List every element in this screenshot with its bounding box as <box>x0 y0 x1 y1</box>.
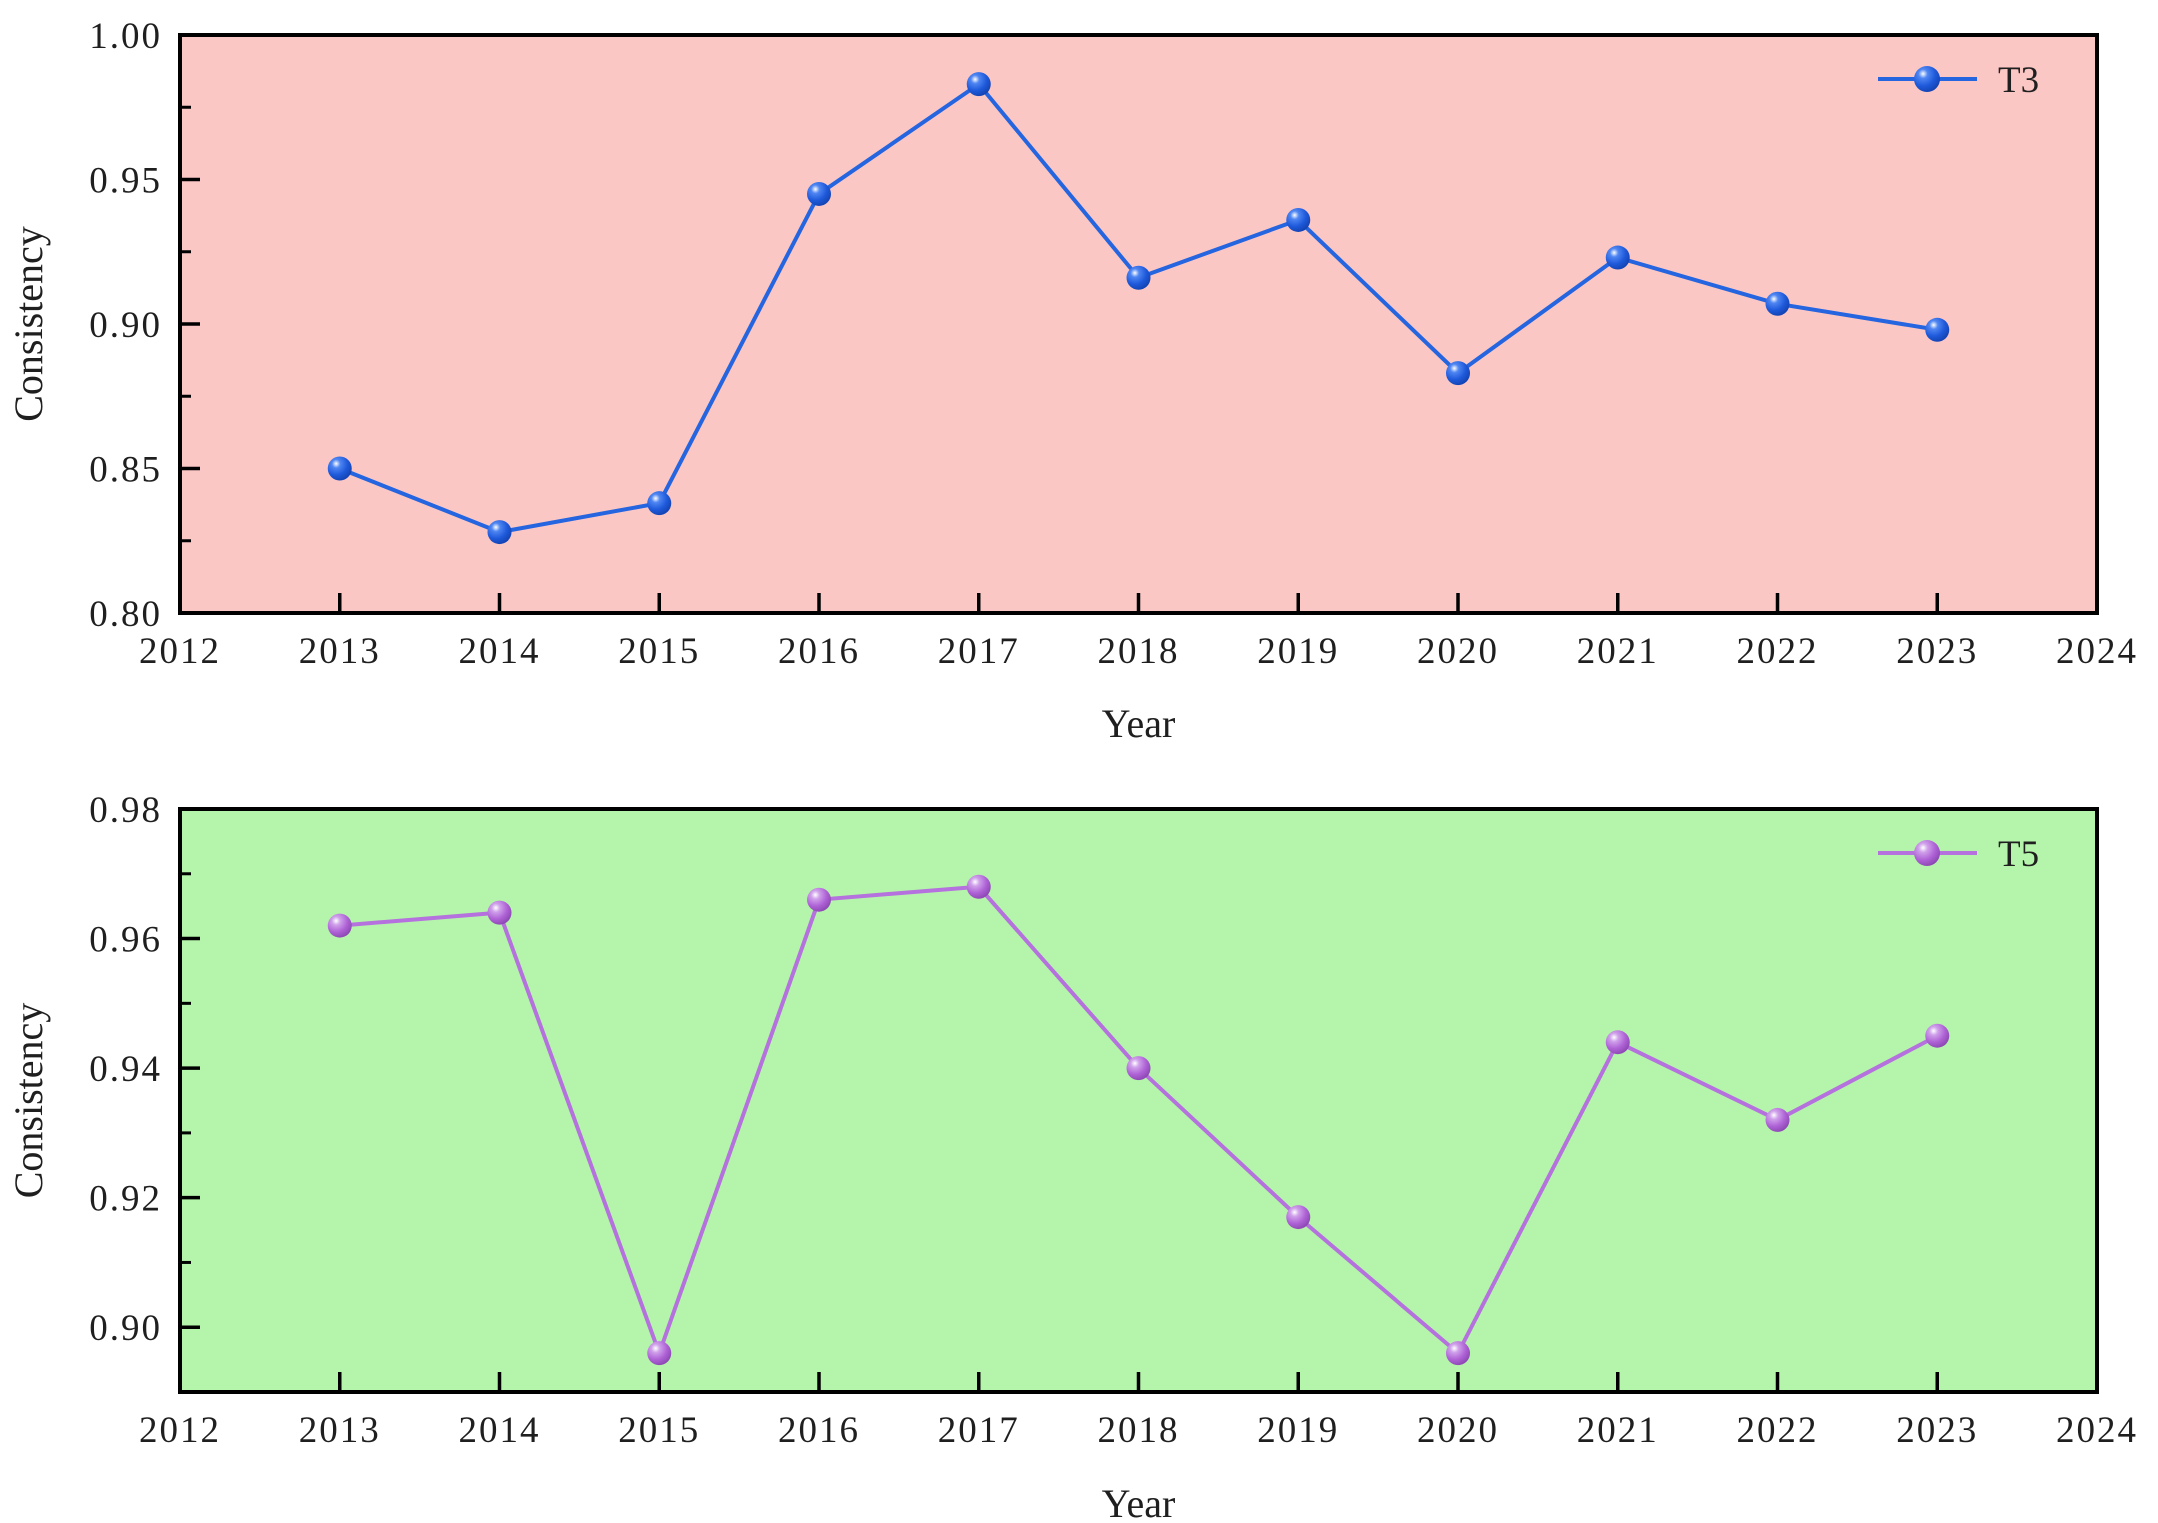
t3-y-tick-label: 1.00 <box>89 16 162 57</box>
t5-marker-2023 <box>1925 1023 1950 1048</box>
t5-x-tick-label: 2024 <box>2056 1410 2138 1451</box>
t5-marker-2018 <box>1126 1056 1151 1081</box>
t5-x-tick-label: 2022 <box>1737 1410 1819 1451</box>
t3-plot-border <box>178 33 2099 615</box>
t3-x-tick-label: 2012 <box>139 631 221 672</box>
t5-y-tick-label: 0.92 <box>89 1179 162 1220</box>
t5-marker-2020 <box>1446 1341 1470 1366</box>
t3-marker-2021 <box>1605 245 1630 270</box>
t5-y-tick-label: 0.96 <box>89 920 162 961</box>
t5-marker-2017 <box>966 874 991 899</box>
t3-legend: T3 <box>1878 60 2039 101</box>
t3-x-tick-label: 2017 <box>938 631 1020 672</box>
t5-x-tick-label: 2013 <box>299 1410 381 1451</box>
t3-marker-2016 <box>807 181 831 206</box>
t3-x-tick-label: 2019 <box>1257 631 1339 672</box>
t3-legend-marker <box>1914 66 1940 92</box>
t5-y-tick-label: 0.90 <box>89 1308 162 1349</box>
t3-x-tick-label: 2014 <box>459 631 541 672</box>
t5-x-tick-label: 2021 <box>1577 1410 1659 1451</box>
t3-legend-label: T3 <box>1998 60 2039 101</box>
t3-plot-area <box>180 35 2097 613</box>
t5-xaxis-title: Year <box>1102 1481 1176 1523</box>
t5-marker-2014 <box>487 900 512 925</box>
t5-marker-2015 <box>647 1341 672 1366</box>
t5-legend-marker <box>1914 840 1940 866</box>
t5-marker-2019 <box>1286 1205 1311 1230</box>
t3-x-tick-label: 2013 <box>299 631 381 672</box>
t3-x-tick-label: 2018 <box>1098 631 1180 672</box>
t3-marker-2014 <box>487 520 512 545</box>
t5-x-tick-label: 2019 <box>1257 1410 1339 1451</box>
t5-x-tick-label: 2017 <box>938 1410 1020 1451</box>
t5-y-tick-label: 0.94 <box>89 1049 162 1090</box>
t5-x-tick-label: 2018 <box>1098 1410 1180 1451</box>
t5-marker-2022 <box>1765 1107 1790 1132</box>
t3-marker-2023 <box>1925 317 1950 342</box>
t3-marker-2015 <box>647 491 672 516</box>
t3-y-tick-label: 0.90 <box>89 305 162 346</box>
t3-x-tick-label: 2022 <box>1737 631 1819 672</box>
t3-x-tick-label: 2024 <box>2056 631 2138 672</box>
t5-x-tick-label: 2023 <box>1896 1410 1978 1451</box>
t3-y-tick-label: 0.95 <box>89 161 162 202</box>
t3-y-tick-label: 0.85 <box>89 450 162 491</box>
t5-x-tick-label: 2014 <box>459 1410 541 1451</box>
t5-yaxis-title: Consistency <box>6 1003 51 1199</box>
t3-marker-2017 <box>966 72 991 97</box>
t3-x-tick-label: 2015 <box>618 631 700 672</box>
t3-marker-2022 <box>1765 291 1790 316</box>
t3-marker-2013 <box>327 456 352 481</box>
t5-legend-label: T5 <box>1998 834 2039 875</box>
t3-marker-2018 <box>1126 265 1151 290</box>
t5-legend: T5 <box>1878 834 2039 875</box>
t3-yaxis-title: Consistency <box>6 226 51 422</box>
t5-marker-2016 <box>807 887 831 912</box>
t3-marker-2019 <box>1286 207 1311 232</box>
t3-x-tick-label: 2023 <box>1896 631 1978 672</box>
t3-x-tick-label: 2021 <box>1577 631 1659 672</box>
t5-x-tick-label: 2015 <box>618 1410 700 1451</box>
t3-chart: 2012 2013 2014 2015 2016 2017 2018 2019 2020 2021… <box>6 16 2138 746</box>
t5-marker-2021 <box>1605 1030 1630 1055</box>
t3-x-tick-label: 2020 <box>1417 631 1499 672</box>
t5-plot-border <box>178 807 2099 1394</box>
t3-y-tick-label: 0.80 <box>89 594 162 635</box>
t3-marker-2020 <box>1446 361 1470 386</box>
t3-x-tick-label: 2016 <box>778 631 860 672</box>
t5-marker-2013 <box>327 913 352 938</box>
t5-plot-area <box>180 809 2097 1392</box>
t3-xaxis-title: Year <box>1102 701 1176 746</box>
t5-y-tick-label: 0.98 <box>89 790 162 831</box>
t5-x-tick-label: 2016 <box>778 1410 860 1451</box>
t5-chart: 2012 2013 2014 2015 2016 2017 2018 2019 2020 2021… <box>6 790 2138 1523</box>
t5-x-tick-label: 2020 <box>1417 1410 1499 1451</box>
t5-x-tick-label: 2012 <box>139 1410 221 1451</box>
